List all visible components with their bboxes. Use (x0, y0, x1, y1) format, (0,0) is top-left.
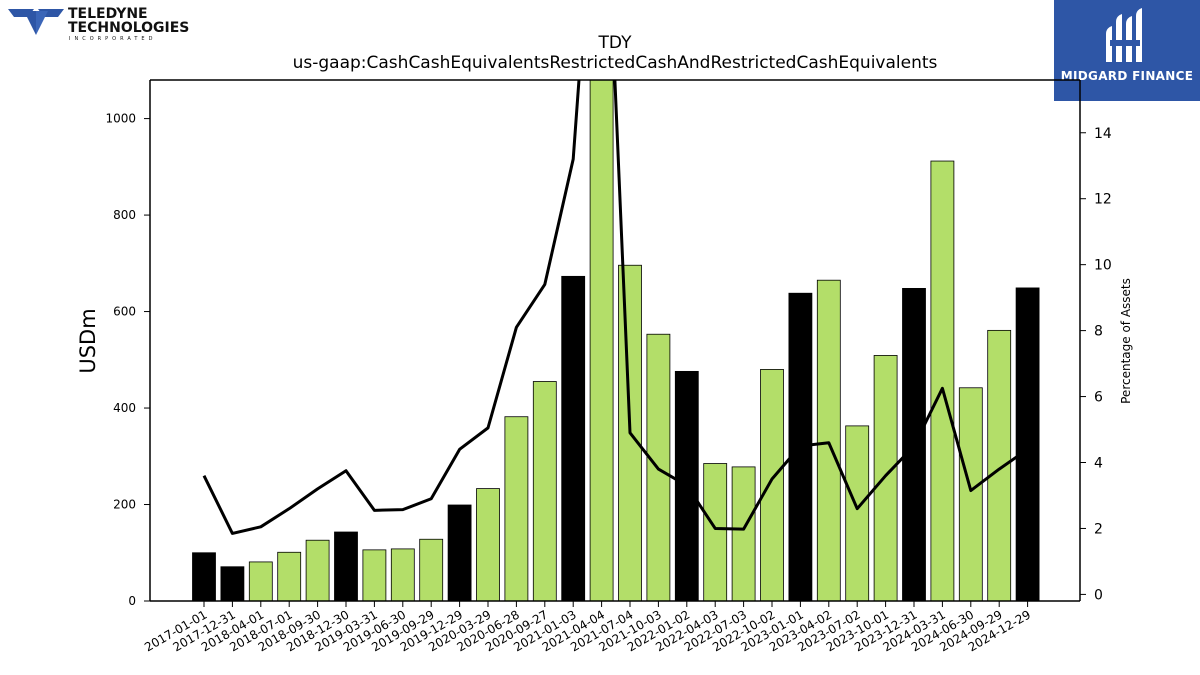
logo-line-1: TELEDYNE (68, 6, 148, 22)
y-tick-label: 200 (113, 498, 136, 512)
bar-2018-12-30 (334, 531, 358, 601)
line-series (202, 80, 1029, 535)
y-tick-label: 800 (113, 208, 136, 222)
y2-tick-label: 10 (1094, 258, 1112, 274)
bar-2018-09-30 (305, 539, 330, 601)
percentage-of-assets-line (202, 80, 1029, 535)
y-axis-label: USDm (76, 308, 100, 373)
y2-tick-label: 0 (1094, 587, 1103, 603)
logo-line-3: INCORPORATED (69, 36, 157, 42)
bar-2022-07-03 (731, 466, 756, 601)
bar-2024-09-29 (987, 329, 1012, 601)
y2-tick-label: 8 (1094, 324, 1103, 340)
logo-line-2: TECHNOLOGIES (68, 20, 190, 36)
bar-2023-04-02 (816, 279, 841, 601)
bar-2020-09-27 (532, 381, 557, 601)
bar-2018-07-01 (277, 551, 302, 601)
teledyne-emblem-icon (8, 9, 64, 35)
y-tick-label: 1000 (105, 112, 136, 126)
teledyne-logo: TELEDYNE TECHNOLOGIES INCORPORATED (6, 5, 189, 45)
midgard-emblem-icon (1106, 8, 1142, 62)
bar-2023-07-02 (845, 425, 870, 601)
chart-title: TDY (598, 33, 633, 53)
y2-tick-label: 6 (1094, 390, 1103, 406)
midgard-logo: MIDGARD FINANCE (1054, 0, 1200, 101)
bar-2017-01-01 (192, 552, 216, 601)
bar-2022-04-03 (703, 463, 728, 601)
bar-2020-06-28 (504, 416, 529, 601)
midgard-logo-text: MIDGARD FINANCE (1060, 69, 1194, 83)
bar-2019-03-31 (362, 549, 387, 601)
y-tick-label: 400 (113, 401, 136, 415)
bar-2021-01-03 (561, 275, 586, 601)
bar-2018-04-01 (248, 561, 273, 601)
y-tick-label: 600 (113, 305, 136, 319)
bar-2017-12-31 (220, 566, 245, 601)
bar-2021-04-04 (589, 80, 614, 601)
bar-2019-12-29 (447, 504, 472, 601)
bar-series (192, 80, 1040, 601)
y2-axis-label: Percentage of Assets (1119, 278, 1133, 404)
bar-2019-09-29 (419, 538, 444, 601)
bar-2022-10-02 (760, 369, 784, 601)
y2-tick-label: 12 (1094, 192, 1112, 208)
bar-2020-03-29 (476, 488, 500, 601)
y2-tick-label: 2 (1094, 521, 1103, 537)
bar-2019-06-30 (390, 548, 415, 601)
chart-subtitle: us-gaap:CashCashEquivalentsRestrictedCas… (293, 53, 938, 73)
bar-2024-03-31 (930, 160, 955, 601)
y-tick-label: 0 (128, 594, 136, 608)
bar-2024-12-29 (1015, 287, 1040, 601)
bar-2024-06-30 (958, 387, 983, 601)
bar-2023-10-01 (873, 355, 898, 601)
y2-tick-label: 14 (1094, 126, 1112, 142)
y2-tick-label: 4 (1094, 456, 1103, 472)
